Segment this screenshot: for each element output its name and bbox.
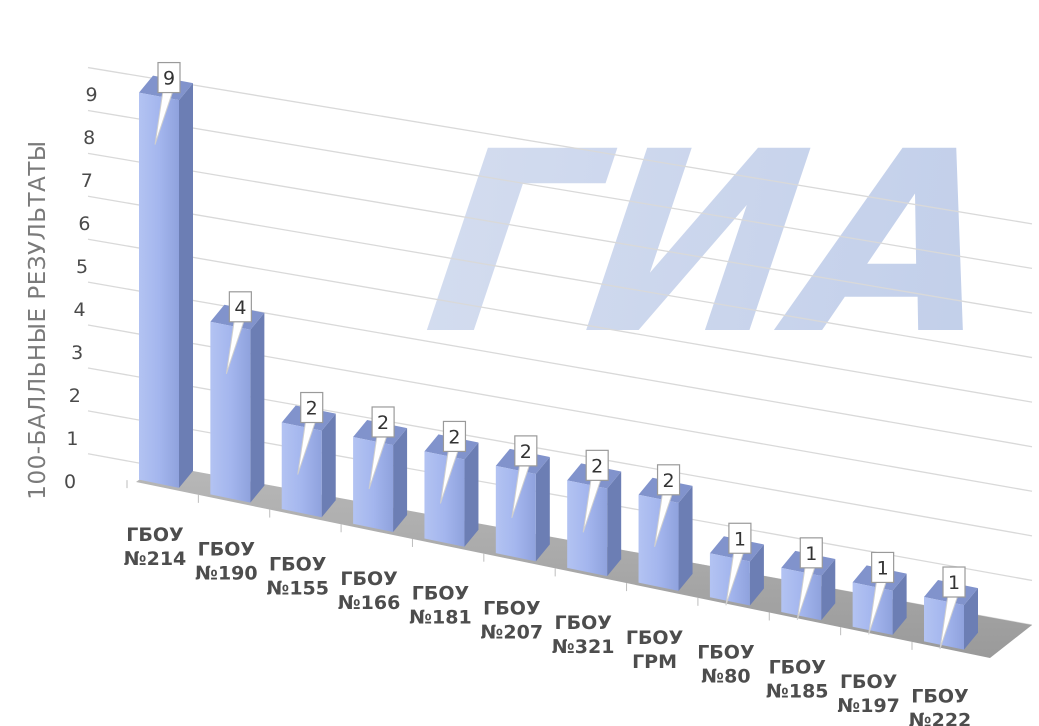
data-label-text: 4 <box>234 297 246 319</box>
y-tick-label: 4 <box>74 299 86 321</box>
data-label-text: 2 <box>591 455 603 477</box>
gridline <box>87 66 1033 225</box>
data-label-box <box>942 566 966 598</box>
bar <box>139 75 193 488</box>
category-label: ГБОУ №214 <box>124 524 187 570</box>
data-label-box <box>799 537 823 569</box>
data-label-text: 2 <box>662 470 674 492</box>
y-tick-label: 8 <box>83 127 95 149</box>
bar-side <box>607 471 622 577</box>
category-label: ГБОУ №181 <box>409 583 472 629</box>
bar-side <box>464 442 479 547</box>
category-label: ГБОУ ГРМ <box>626 627 684 673</box>
bar <box>210 304 265 503</box>
data-label-text: 1 <box>734 528 746 550</box>
data-label: 2 <box>582 449 609 533</box>
data-label: 2 <box>297 391 324 475</box>
data-label-box <box>514 435 538 467</box>
category-label: ГБОУ №80 <box>697 642 755 688</box>
y-tick-label: 0 <box>64 471 76 493</box>
data-label-box <box>442 420 467 453</box>
bar-side <box>678 485 693 591</box>
y-tick-label: 2 <box>69 385 81 407</box>
y-tick-label: 5 <box>76 256 88 278</box>
bar-side <box>892 573 907 635</box>
bar-side <box>964 588 978 650</box>
category-label: ГБОУ №155 <box>266 553 329 599</box>
data-label-box <box>871 551 895 584</box>
data-label: 1 <box>868 551 895 635</box>
data-label: 1 <box>939 566 966 650</box>
bar-front <box>495 465 536 562</box>
gridline <box>87 238 1033 403</box>
y-tick-label: 3 <box>71 342 83 364</box>
gridline <box>87 195 1033 359</box>
bar-side <box>250 312 265 503</box>
data-label-text: 9 <box>163 68 175 90</box>
data-label: 2 <box>654 464 681 547</box>
data-label: 4 <box>225 291 252 374</box>
bar-front <box>353 436 394 532</box>
bar-front <box>210 321 251 503</box>
category-label: ГБОУ №207 <box>481 597 544 643</box>
category-label: ГБОУ №321 <box>552 612 615 658</box>
category-label: ГБОУ №185 <box>766 656 829 702</box>
data-label: 2 <box>511 435 538 519</box>
data-label-text: 2 <box>377 412 389 434</box>
gridline <box>87 109 1033 270</box>
bar-front <box>638 494 679 591</box>
bar-front <box>567 480 608 577</box>
category-label: ГБОУ №190 <box>195 539 258 585</box>
data-label-box <box>728 522 752 554</box>
bar-side <box>535 456 550 562</box>
data-label: 1 <box>796 537 823 621</box>
bar-front <box>424 451 465 547</box>
data-label-box <box>371 406 395 438</box>
data-label-text: 1 <box>805 543 817 565</box>
category-label: ГБОУ №166 <box>338 568 401 614</box>
bar-side <box>321 413 336 518</box>
data-label: 2 <box>368 406 395 490</box>
data-label-box <box>228 291 252 323</box>
data-label: 1 <box>725 522 752 606</box>
bar <box>495 448 550 562</box>
y-tick-label: 6 <box>78 213 90 235</box>
bar-side <box>749 544 764 606</box>
data-label-box <box>157 61 181 94</box>
data-label: 2 <box>439 420 467 504</box>
y-axis-title: 100-БАЛЛЬНЫЕ РЕЗУЛЬТАТЫ <box>25 140 51 499</box>
y-tick-label: 1 <box>66 428 78 450</box>
bar-front <box>139 92 179 488</box>
data-label: 9 <box>154 61 181 145</box>
bar-side <box>821 559 836 621</box>
bar-side <box>179 83 193 488</box>
y-tick-label: 7 <box>81 170 93 192</box>
watermark-text: ГИА <box>413 99 1016 390</box>
data-label-text: 2 <box>520 441 532 463</box>
gridline <box>87 152 1033 314</box>
bar-side <box>393 428 408 532</box>
bar-front <box>281 422 322 518</box>
data-label-text: 1 <box>877 557 889 579</box>
category-label: ГБОУ №222 <box>909 686 972 726</box>
data-label-box <box>300 391 324 424</box>
category-label: ГБОУ №197 <box>837 671 900 717</box>
data-label-text: 2 <box>448 426 460 448</box>
data-label-text: 2 <box>306 398 318 420</box>
data-label-text: 1 <box>948 572 960 594</box>
y-tick-label: 9 <box>86 84 98 106</box>
data-label-box <box>585 449 609 481</box>
data-label-box <box>656 464 681 496</box>
